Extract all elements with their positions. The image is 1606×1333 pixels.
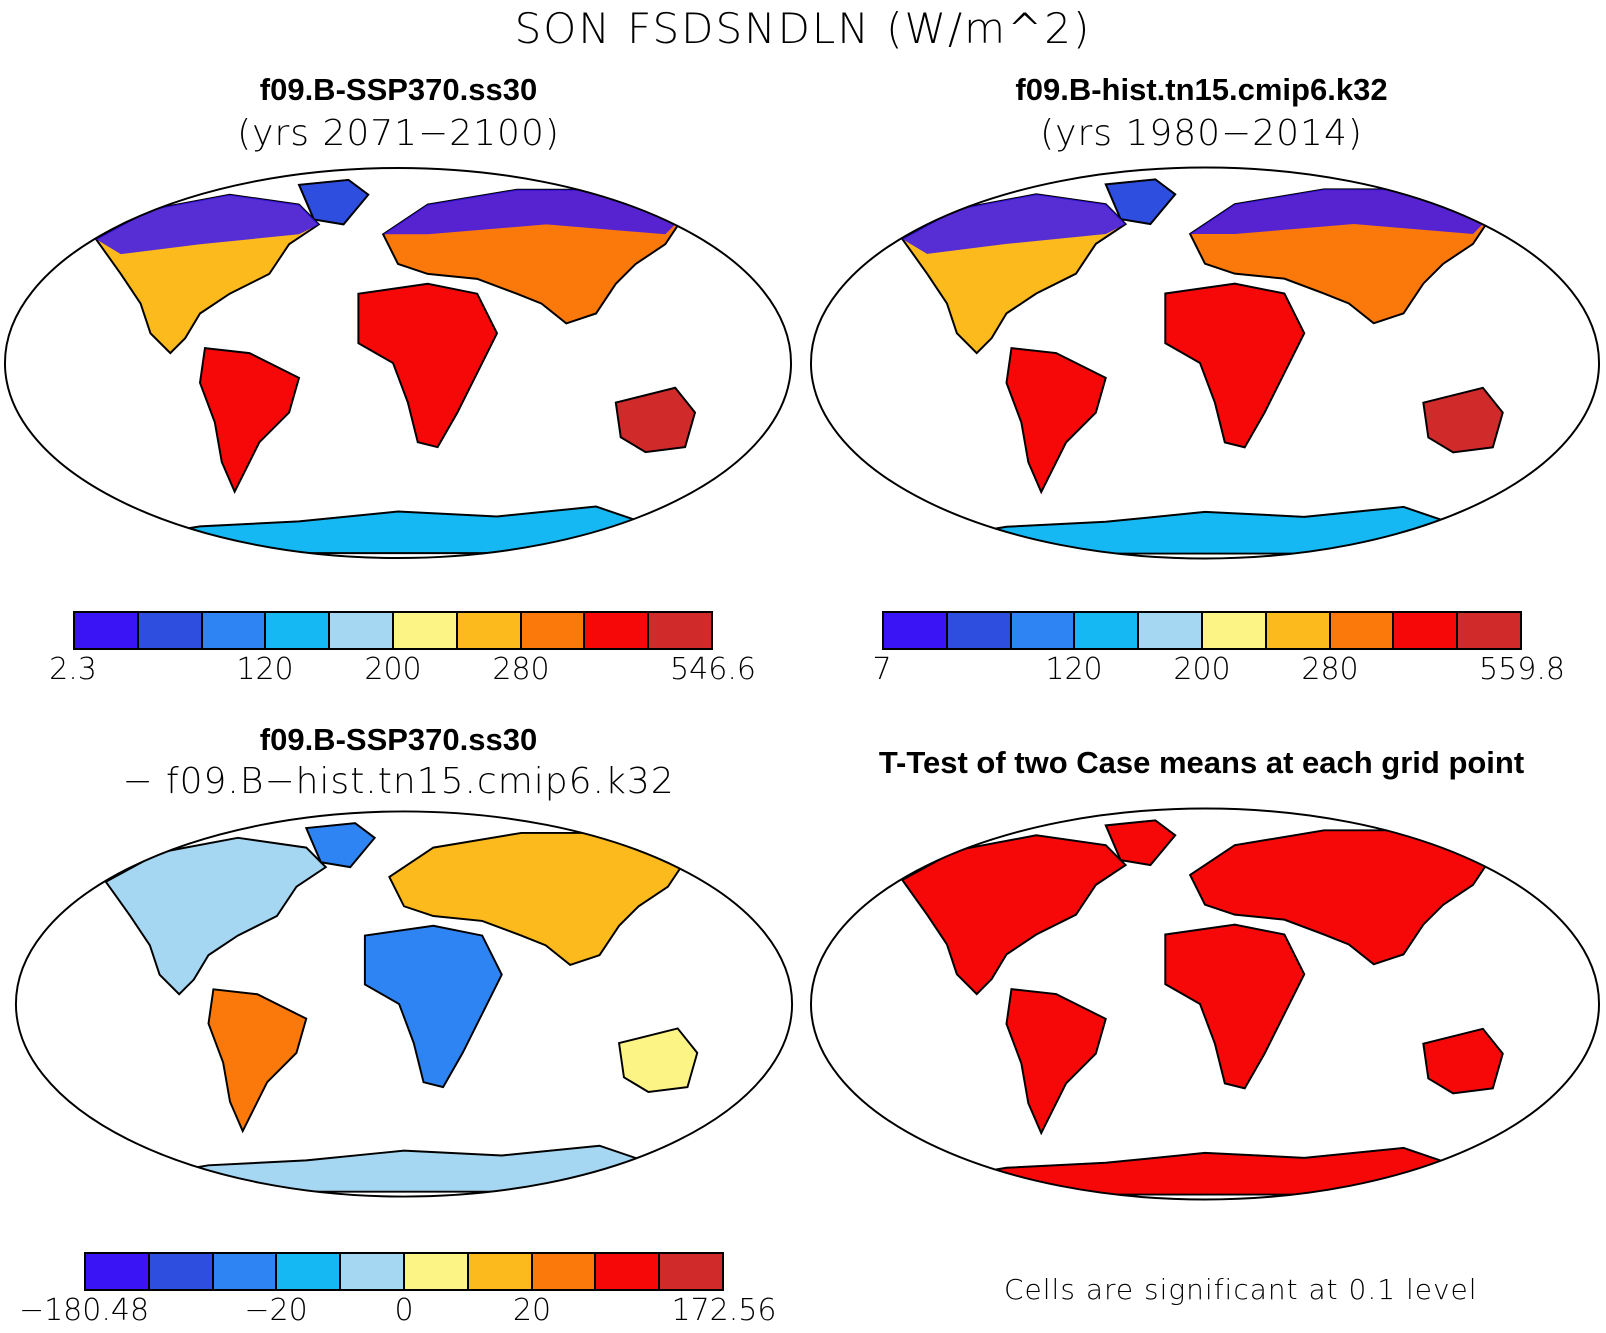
panel-ttest-title: T-Test of two Case means at each grid po… (878, 745, 1525, 780)
colorbar-swatch (521, 613, 586, 648)
panel-ssp370-map (3, 166, 793, 560)
colorbar-tick-label: 120 (1045, 652, 1103, 687)
landmass-antarctica (137, 505, 648, 555)
colorbar-swatch (213, 1254, 278, 1289)
panel-ssp370-title: f09.B-SSP370.ss30 (259, 72, 538, 107)
panel-ssp370-colorbar (73, 611, 713, 650)
panel-ssp370-colorbar-ticks: 2.3 120 200 280 546.6 (49, 652, 756, 692)
colorbar-tick-label: 280 (492, 652, 550, 687)
map-border (809, 166, 1601, 560)
landmass-africa (1164, 923, 1306, 1090)
colorbar-swatch (532, 1254, 597, 1289)
colorbar-swatch (596, 1254, 661, 1289)
colorbar-swatch (75, 613, 139, 648)
landmass-australia (614, 386, 697, 454)
colorbar-swatch (660, 1254, 722, 1289)
colorbar-swatch (457, 613, 522, 648)
landmass-greenland (297, 178, 370, 226)
colorbar-swatch (1266, 613, 1331, 648)
panel-hist-title: f09.B-hist.tn15.cmip6.k32 (1015, 72, 1388, 107)
landmass-antarctica (943, 505, 1455, 555)
landmass-greenland (1104, 178, 1177, 226)
colorbar-swatch (330, 613, 394, 648)
landmass-antarctica (146, 1144, 651, 1193)
map-border (3, 166, 793, 560)
colorbar-tick-label: 120 (236, 652, 294, 687)
panel-hist-map (809, 166, 1601, 560)
colorbar-swatch (884, 613, 948, 648)
landmass-africa (1164, 282, 1306, 449)
landmass-greenland (304, 822, 377, 869)
colorbar-swatch (1139, 613, 1203, 648)
panel-diff-colorbar-ticks: −180.48 −20 0 20 172.56 (19, 1293, 777, 1333)
colorbar-tick-label: 2.3 (49, 652, 97, 687)
colorbar-swatch (277, 1254, 342, 1289)
landmass-africa (357, 282, 499, 449)
colorbar-tick-label: 7 (872, 652, 892, 687)
panel-diff-subtitle: − f09.B−hist.tn15.cmip6.k32 (122, 761, 675, 802)
colorbar-tick-label: −180.48 (18, 1293, 150, 1328)
landmass-samerica (198, 347, 301, 495)
panel-diff-map (14, 810, 794, 1198)
colorbar-tick-label: 172.56 (671, 1293, 777, 1328)
colorbar-tick-label: 0 (394, 1293, 414, 1328)
colorbar-tick-label: −20 (244, 1293, 308, 1328)
colorbar-swatch (404, 1254, 469, 1289)
panel-ssp370-subtitle: (yrs 2071−2100) (237, 113, 560, 154)
colorbar-swatch (1202, 613, 1267, 648)
colorbar-tick-label: 200 (364, 652, 422, 687)
map-border (809, 807, 1601, 1201)
colorbar-swatch (393, 613, 458, 648)
colorbar-swatch (1394, 613, 1459, 648)
colorbar-swatch (202, 613, 267, 648)
polar-band (96, 189, 686, 255)
landmass-samerica (207, 988, 308, 1134)
landmass-australia (1422, 386, 1504, 454)
colorbar-tick-label: 559.8 (1479, 652, 1565, 687)
colorbar-swatch (585, 613, 650, 648)
map-border (14, 810, 794, 1198)
panel-diff-colorbar (84, 1252, 724, 1291)
panel-hist-subtitle: (yrs 1980−2014) (1040, 113, 1363, 154)
landmass-greenland (1104, 819, 1177, 867)
panel-ttest-map (809, 807, 1601, 1201)
colorbar-swatch (1011, 613, 1076, 648)
landmass-namerica (900, 834, 1128, 996)
landmass-samerica (1005, 347, 1107, 495)
panel-hist-colorbar (882, 611, 1522, 650)
colorbar-swatch (649, 613, 711, 648)
colorbar-tick-label: 280 (1301, 652, 1359, 687)
colorbar-swatch (1330, 613, 1395, 648)
landmass-australia (1422, 1027, 1504, 1095)
colorbar-swatch (266, 613, 331, 648)
colorbar-tick-label: 20 (512, 1293, 552, 1328)
colorbar-tick-label: 546.6 (670, 652, 756, 687)
landmass-namerica (104, 836, 328, 996)
colorbar-tick-label: 200 (1173, 652, 1231, 687)
significance-note: Cells are significant at 0.1 level (1004, 1273, 1478, 1306)
colorbar-swatch (468, 1254, 533, 1289)
colorbar-swatch (86, 1254, 150, 1289)
landmass-australia (617, 1027, 699, 1093)
polar-band (902, 189, 1493, 254)
colorbar-swatch (1458, 613, 1520, 648)
panel-diff-title: f09.B-SSP370.ss30 (259, 722, 538, 757)
landmass-africa (363, 924, 503, 1089)
landmass-samerica (1005, 988, 1107, 1136)
colorbar-swatch (947, 613, 1012, 648)
colorbar-swatch (341, 1254, 405, 1289)
colorbar-swatch (149, 1254, 214, 1289)
landmass-antarctica (943, 1146, 1455, 1196)
figure-title: SON FSDSNDLN (W/m^2) (514, 4, 1092, 53)
panel-hist-colorbar-ticks: 7 120 200 280 559.8 (872, 652, 1564, 692)
colorbar-swatch (1075, 613, 1140, 648)
colorbar-swatch (138, 613, 203, 648)
